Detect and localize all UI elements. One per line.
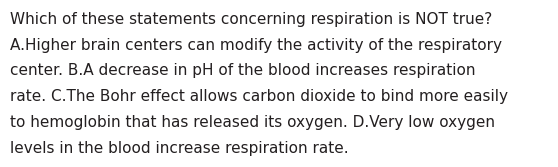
Text: to hemoglobin that has released its oxygen. D.Very low oxygen: to hemoglobin that has released its oxyg… [10,115,495,130]
Text: Which of these statements concerning respiration is NOT true?: Which of these statements concerning res… [10,12,492,27]
Text: A.Higher brain centers can modify the activity of the respiratory: A.Higher brain centers can modify the ac… [10,38,502,53]
Text: rate. C.The Bohr effect allows carbon dioxide to bind more easily: rate. C.The Bohr effect allows carbon di… [10,89,508,104]
Text: levels in the blood increase respiration rate.: levels in the blood increase respiration… [10,141,349,156]
Text: center. B.A decrease in pH of the blood increases respiration: center. B.A decrease in pH of the blood … [10,63,475,78]
